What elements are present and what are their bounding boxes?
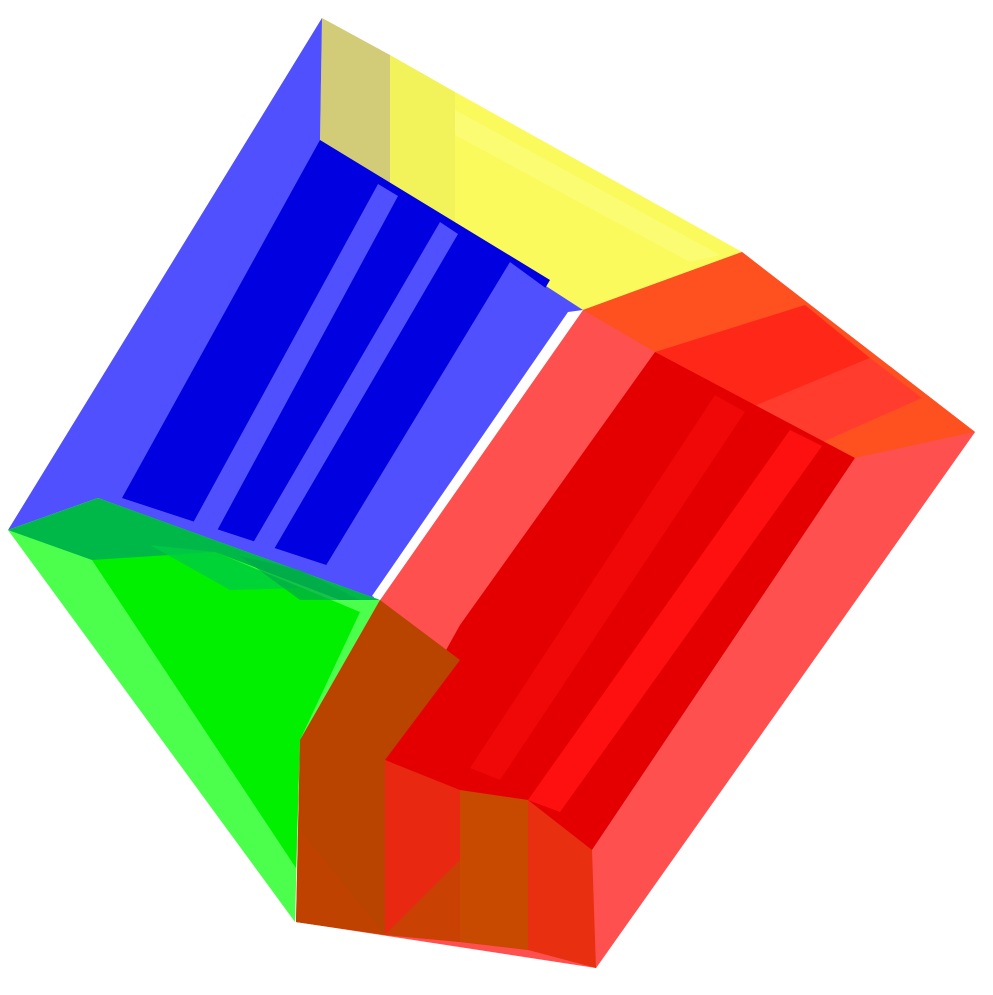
geometric-3d-shape (0, 0, 993, 995)
